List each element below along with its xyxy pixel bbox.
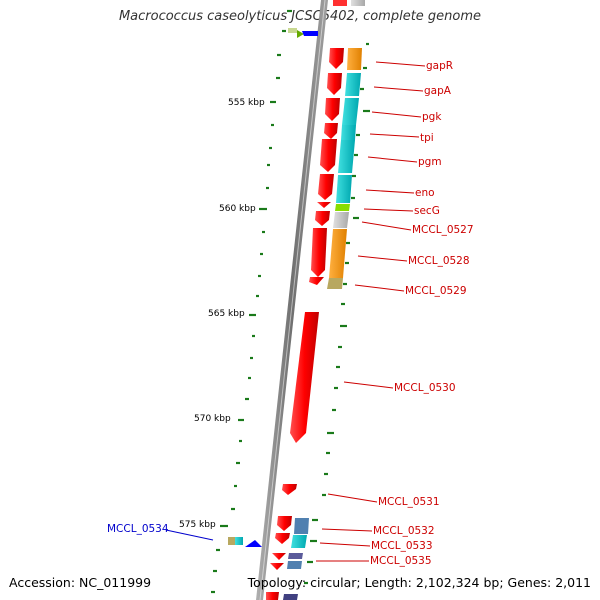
forward-strand-genes (266, 48, 344, 600)
cog-blocks (283, 48, 362, 600)
accession-label: Accession: NC_011999 (9, 575, 152, 590)
gene-gapA-arrow (327, 73, 342, 95)
scale-label-575: 575 kbp (179, 520, 216, 530)
gene-label-reverse: MCCL_0534 (107, 523, 169, 535)
gene-labels: gapR gapA pgk tpi pgm eno secG MCCL_0527… (107, 60, 474, 567)
position-ticks (211, 9, 370, 594)
gene-label: MCCL_0533 (371, 540, 433, 552)
scale-label-570: 570 kbp (194, 414, 231, 424)
gene-MCCL_0529-arrow (309, 277, 324, 285)
gene-label: pgk (422, 111, 442, 123)
gene-MCCL_0532-arrow (277, 516, 292, 531)
gene-label: gapA (424, 85, 452, 97)
gene-gapR-arrow (329, 48, 344, 69)
gene-label: MCCL_0535 (370, 555, 432, 567)
scale-label-555: 555 kbp (228, 98, 265, 108)
reverse-strand-genes (228, 537, 262, 547)
gene-MCCL_0531-arrow (282, 484, 297, 495)
gene-MCCL_0533-arrow (275, 533, 290, 544)
gene-label: MCCL_0530 (394, 382, 456, 394)
gene-pgm-arrow (320, 139, 337, 172)
gene-tpi-arrow (324, 123, 338, 139)
gene-pgk-arrow (325, 98, 340, 121)
gene-label: gapR (426, 60, 453, 72)
gene-MCCL_0535-arrow-b (270, 563, 284, 570)
genome-summary: Topology: circular; Length: 2,102,324 bp… (247, 575, 591, 590)
scale-label-565: 565 kbp (208, 309, 245, 319)
gene-label: tpi (420, 132, 434, 144)
scale-labels: 555 kbp 560 kbp 565 kbp 570 kbp 575 kbp (179, 98, 265, 530)
label-leaders (165, 61, 426, 562)
gene-MCCL_0534-arrow (245, 540, 262, 547)
gene-label: MCCL_0529 (405, 285, 467, 297)
gene-secG-arrow (317, 202, 331, 208)
scale-label-560: 560 kbp (219, 204, 256, 214)
gene-eno-arrow (318, 174, 334, 200)
gene-label: pgm (418, 156, 442, 168)
map-title: Macrococcus caseolyticus JCSC5402, compl… (118, 9, 482, 24)
gene-MCCL_0528-arrow (311, 228, 327, 277)
gene-MCCL_0530-arrow (290, 312, 319, 443)
gene-label: eno (415, 187, 435, 199)
gene-label: MCCL_0531 (378, 496, 440, 508)
gene-MCCL_0535-arrow-a (272, 553, 286, 560)
gene-label: MCCL_0527 (412, 224, 474, 236)
top-partial-features (288, 0, 365, 38)
gene-label: MCCL_0528 (408, 255, 470, 267)
gene-label: secG (414, 205, 440, 217)
gene-MCCL_0527-arrow (315, 211, 330, 226)
gene-label: MCCL_0532 (373, 525, 435, 537)
